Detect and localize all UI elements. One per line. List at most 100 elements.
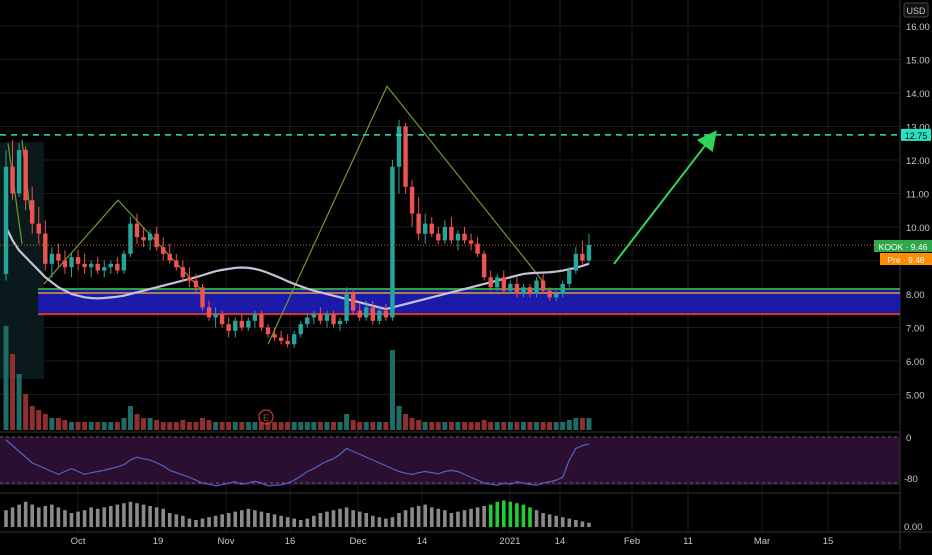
oscillator-bar [161, 508, 165, 527]
candle-body [423, 223, 428, 234]
volume-bar [540, 422, 546, 430]
oscillator-bar [403, 510, 408, 527]
price-tick-label: 11.00 [906, 190, 929, 201]
oscillator-bar [331, 510, 336, 527]
oscillator-bar [115, 504, 120, 527]
candle-body [134, 223, 140, 238]
oscillator-bar [534, 510, 539, 527]
candle-body [357, 310, 362, 318]
oscillator-bar [30, 504, 34, 527]
oscillator-bar [429, 507, 434, 527]
candle-body [16, 149, 22, 194]
volume-bar [586, 418, 592, 430]
volume-bar [396, 406, 402, 430]
oscillator-bar [135, 503, 139, 527]
volume-bar [42, 414, 48, 430]
rsi-polyline [5, 439, 590, 487]
volume-bar [180, 420, 186, 430]
oscillator-bar [102, 507, 107, 527]
oscillator-bar [63, 510, 67, 527]
volume-bar [422, 422, 428, 430]
candle-body [200, 287, 205, 308]
volume-bar [147, 418, 153, 430]
volume-bar [167, 422, 173, 430]
volume-bar [363, 422, 369, 430]
candle-body [278, 337, 284, 341]
oscillator-bar [259, 511, 264, 527]
oscillator-bar [423, 504, 427, 527]
volume-bar [579, 418, 585, 430]
candle-body [272, 334, 277, 338]
earnings-label: E [263, 413, 269, 423]
volume-bar [108, 422, 114, 430]
oscillator-bar [128, 501, 133, 527]
oscillator-bar [43, 506, 48, 527]
currency-badge[interactable] [903, 2, 929, 18]
oscillator-bar [10, 507, 15, 527]
oscillator-bar [338, 508, 342, 527]
rsi-band [0, 437, 900, 485]
time-tick-label: Nov [218, 536, 235, 547]
candle-body [285, 340, 290, 345]
time-tick-label: 11 [683, 536, 693, 547]
time-tick-label: 15 [823, 536, 834, 547]
time-tick-label: 19 [153, 536, 164, 547]
oscillator-bar [279, 515, 283, 527]
candle-body [383, 310, 389, 318]
indicator-axes: 0 -80 0.00 [904, 433, 923, 533]
oscillator-bar [488, 504, 493, 527]
volume-bar [376, 422, 382, 430]
price-tick-label: 5.00 [906, 391, 925, 402]
earnings-marker[interactable] [258, 409, 274, 425]
oscillator-bar [495, 501, 500, 527]
oscillator-bar [305, 518, 310, 527]
target-line [0, 134, 900, 246]
candle-body [547, 290, 552, 298]
oscillator-bar [547, 514, 552, 527]
candle-body [36, 223, 41, 234]
candle-body [481, 253, 487, 278]
volume-bar [488, 422, 494, 430]
volume-bar [121, 418, 127, 430]
price-tick-label: 16.00 [906, 22, 930, 33]
ticker-tag-box [874, 240, 932, 252]
oscillator-bar [482, 506, 486, 527]
oscillator-bar [462, 510, 467, 527]
volume-bar [154, 420, 160, 430]
candle-body [521, 287, 526, 294]
osc-axis-label: 0.00 [904, 522, 923, 533]
oscillator-bar [89, 507, 93, 527]
candles [3, 119, 592, 348]
oscillator-bar [508, 501, 513, 527]
oscillator-bar [574, 520, 578, 527]
volume-bar [101, 422, 107, 430]
candle-body [318, 314, 323, 321]
volume-bar [527, 422, 533, 430]
oscillator-bar [469, 508, 473, 527]
pre-tag-label: Pre · 9.46 [887, 255, 925, 265]
oscillator-bar [351, 510, 355, 527]
oscillator-bar [587, 522, 591, 527]
volume-bar [232, 422, 238, 430]
volume-bar [311, 422, 317, 430]
candle-body [573, 253, 579, 271]
oscillator-bar [377, 517, 382, 527]
candle-body [442, 227, 448, 241]
volume-bar [553, 422, 559, 430]
candle-body [154, 233, 159, 248]
oscillator-bar [560, 517, 565, 527]
oscillator-bar [528, 507, 532, 527]
volume-bar [29, 406, 35, 430]
oscillator-bar [82, 510, 87, 527]
volume-bar [501, 422, 507, 430]
candle-body [495, 277, 500, 288]
volume-bar [206, 420, 212, 430]
volume-bar [547, 422, 553, 430]
support-zone [38, 287, 900, 316]
volume-bar [114, 422, 120, 430]
volume-bar [200, 418, 205, 430]
candle-body [540, 280, 546, 291]
candle-body [69, 257, 74, 268]
